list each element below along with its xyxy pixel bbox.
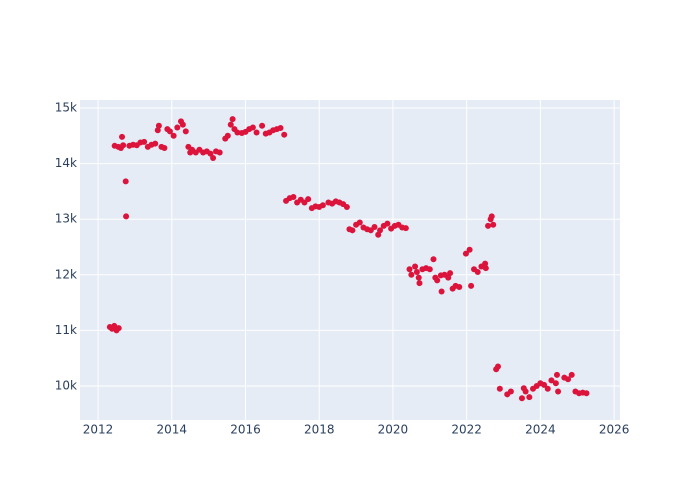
point [253, 129, 260, 136]
point [555, 388, 562, 395]
point [565, 376, 572, 383]
point [122, 178, 129, 185]
point [488, 213, 495, 220]
point [234, 129, 241, 136]
y-tick-label: 14k [55, 156, 77, 170]
plot-area [80, 100, 620, 420]
x-tick-label: 2018 [304, 423, 335, 437]
point [229, 116, 236, 123]
point [305, 196, 312, 203]
point [482, 265, 489, 272]
x-tick-label: 2014 [157, 423, 188, 437]
point [170, 132, 177, 139]
point [456, 284, 463, 291]
point [544, 385, 551, 392]
point [413, 269, 420, 276]
point [259, 122, 266, 129]
point [166, 128, 173, 135]
point [210, 155, 217, 162]
point [277, 125, 284, 132]
point [468, 282, 475, 289]
point [496, 385, 503, 392]
point [518, 395, 525, 402]
point [356, 219, 363, 226]
point [227, 121, 234, 128]
point [490, 221, 497, 228]
x-tick-label: 2022 [451, 423, 482, 437]
point [522, 388, 529, 395]
point [141, 138, 148, 145]
point [430, 256, 437, 263]
x-tick-label: 2020 [378, 423, 409, 437]
point [552, 380, 559, 387]
point [349, 227, 356, 234]
point [494, 363, 501, 370]
point [377, 227, 384, 234]
point [485, 222, 492, 229]
y-tick-label: 11k [55, 323, 77, 337]
point [438, 288, 445, 295]
point [434, 277, 441, 284]
point [111, 322, 118, 329]
point [207, 150, 214, 157]
x-tick-label: 2026 [599, 423, 630, 437]
point [384, 220, 391, 227]
point [447, 270, 454, 277]
point [474, 269, 481, 276]
y-tick-label: 10k [55, 378, 77, 392]
point [482, 260, 489, 267]
y-tick-label: 12k [55, 267, 77, 281]
point [123, 213, 130, 220]
point [553, 371, 560, 378]
point [155, 122, 162, 129]
point [120, 142, 127, 149]
point [281, 131, 288, 138]
point [371, 223, 378, 230]
point [408, 271, 415, 278]
point [174, 124, 181, 131]
point [507, 388, 514, 395]
x-tick-label: 2016 [230, 423, 261, 437]
point [541, 381, 548, 388]
point [402, 225, 409, 232]
point [526, 394, 533, 401]
point [119, 133, 126, 140]
point [319, 202, 326, 209]
point [343, 203, 350, 210]
point [583, 390, 590, 397]
point [115, 325, 122, 332]
point [290, 193, 297, 200]
point [412, 263, 419, 270]
point [161, 145, 168, 152]
point [249, 124, 256, 131]
point [462, 250, 469, 257]
point [548, 377, 555, 384]
y-tick-label: 13k [55, 212, 77, 226]
point [406, 266, 413, 273]
y-tick-label: 15k [55, 101, 77, 115]
point [415, 274, 422, 281]
x-tick-label: 2024 [525, 423, 556, 437]
point [216, 149, 223, 156]
point [416, 280, 423, 287]
point [152, 140, 159, 147]
point [224, 132, 231, 139]
point [179, 121, 186, 128]
point [182, 128, 189, 135]
point [426, 266, 433, 273]
point [568, 371, 575, 378]
x-tick-label: 2012 [83, 423, 114, 437]
point [466, 246, 473, 253]
